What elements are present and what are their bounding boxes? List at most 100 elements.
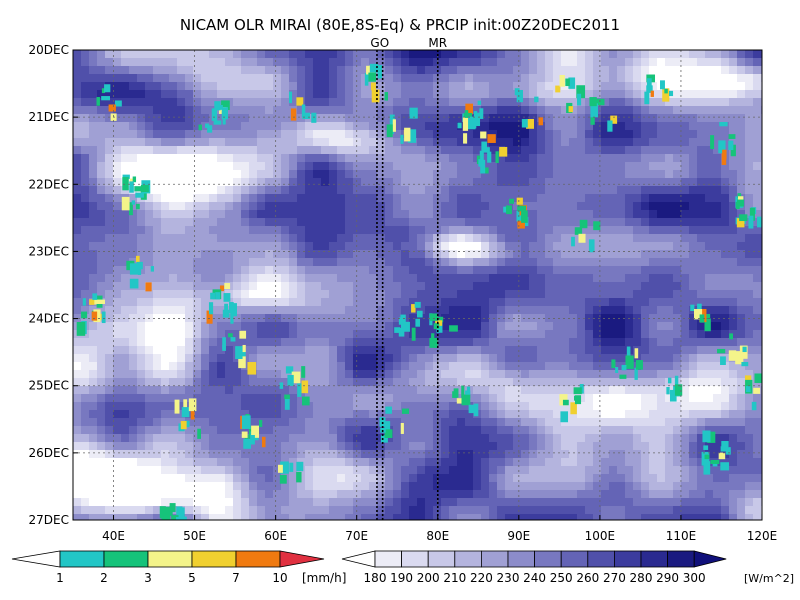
olr-cell — [697, 242, 706, 251]
olr-cell — [697, 482, 706, 491]
olr-cell — [193, 258, 202, 267]
olr-cell — [393, 426, 402, 435]
olr-cell — [577, 194, 586, 203]
olr-cell — [681, 314, 690, 323]
olr-cell — [257, 394, 266, 403]
olr-cell — [153, 306, 162, 315]
olr-cell — [441, 362, 450, 371]
olr-cell — [561, 354, 570, 363]
olr-cell — [641, 282, 650, 291]
olr-cell — [105, 338, 114, 347]
olr-cell — [441, 402, 450, 411]
olr-cell — [201, 74, 210, 83]
olr-cell — [545, 402, 554, 411]
olr-cell — [321, 170, 330, 179]
olr-cell — [577, 490, 586, 499]
olr-cell — [753, 50, 762, 59]
olr-cell — [673, 178, 682, 187]
olr-cell — [201, 186, 210, 195]
olr-cell — [561, 298, 570, 307]
olr-cell — [585, 338, 594, 347]
olr-cell — [169, 450, 178, 459]
olr-cell — [585, 58, 594, 67]
olr-cell — [745, 194, 754, 203]
olr-cell — [753, 146, 762, 155]
olr-cell — [401, 362, 410, 371]
olr-cell — [345, 298, 354, 307]
olr-cell — [169, 466, 178, 475]
olr-cell — [529, 202, 538, 211]
olr-cell — [113, 490, 122, 499]
olr-cell — [721, 162, 730, 171]
olr-cell — [201, 322, 210, 331]
olr-cell — [97, 346, 106, 355]
olr-cell — [121, 130, 130, 139]
olr-cell — [641, 234, 650, 243]
olr-cell — [625, 274, 634, 283]
olr-cell — [241, 58, 250, 67]
olr-cell — [497, 66, 506, 75]
olr-cell — [449, 474, 458, 483]
olr-cell — [697, 258, 706, 267]
olr-cell — [489, 250, 498, 259]
olr-cell — [617, 298, 626, 307]
olr-cell — [257, 434, 266, 443]
olr-cell — [393, 442, 402, 451]
olr-cell — [97, 50, 106, 59]
olr-cell — [169, 234, 178, 243]
olr-cell — [369, 234, 378, 243]
olr-cell — [401, 146, 410, 155]
olr-cell — [201, 306, 210, 315]
olr-cell — [361, 410, 370, 419]
olr-cell — [689, 210, 698, 219]
olr-cell — [273, 218, 282, 227]
olr-cell — [169, 194, 178, 203]
olr-cell — [161, 218, 170, 227]
olr-cell — [689, 338, 698, 347]
olr-cell — [417, 106, 426, 115]
olr-cell — [489, 458, 498, 467]
olr-cell — [657, 66, 666, 75]
olr-cell — [713, 50, 722, 59]
olr-cell — [113, 426, 122, 435]
olr-cell — [545, 106, 554, 115]
olr-cell — [225, 482, 234, 491]
olr-cell — [137, 410, 146, 419]
olr-cell — [129, 90, 138, 99]
olr-cell — [153, 434, 162, 443]
olr-cell — [737, 290, 746, 299]
olr-cell — [529, 226, 538, 235]
olr-cell — [689, 482, 698, 491]
olr-cell — [753, 226, 762, 235]
olr-cell — [649, 106, 658, 115]
olr-cell — [497, 82, 506, 91]
olr-cell — [465, 458, 474, 467]
olr-cell — [457, 378, 466, 387]
olr-cell — [737, 386, 746, 395]
olr-cell — [513, 114, 522, 123]
olr-cell — [601, 306, 610, 315]
olr-cell — [657, 258, 666, 267]
olr-cell — [753, 298, 762, 307]
olr-cell — [385, 458, 394, 467]
olr-cell — [489, 106, 498, 115]
olr-cell — [177, 498, 186, 507]
olr-cell — [361, 322, 370, 331]
olr-cell — [593, 338, 602, 347]
olr-cell — [193, 202, 202, 211]
olr-cell — [177, 290, 186, 299]
olr-cell — [161, 330, 170, 339]
olr-cell — [209, 450, 218, 459]
olr-cell — [713, 178, 722, 187]
olr-cell — [81, 130, 90, 139]
olr-cell — [617, 290, 626, 299]
olr-cell — [657, 58, 666, 67]
olr-cell — [473, 274, 482, 283]
olr-cell — [177, 450, 186, 459]
olr-cell — [505, 50, 514, 59]
olr-cell — [457, 266, 466, 275]
olr-cell — [369, 482, 378, 491]
olr-cell — [273, 202, 282, 211]
olr-cell — [417, 202, 426, 211]
olr-cell — [257, 402, 266, 411]
